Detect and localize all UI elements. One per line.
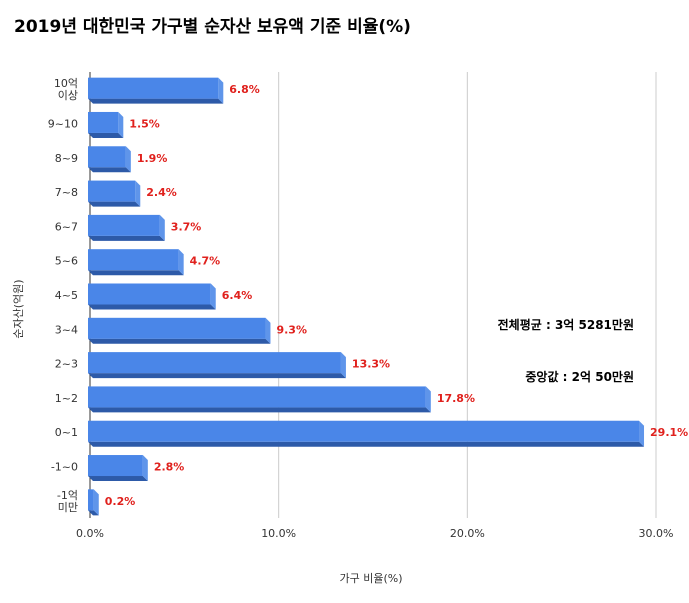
bar <box>88 214 165 241</box>
data-label: 4.7% <box>190 255 221 268</box>
y-tick-label: 5~6 <box>55 255 78 268</box>
y-tick-label: -1~0 <box>51 461 78 474</box>
data-labels: 6.8% 1.5% 1.9% 2.4% 3.7% 4.7% 6.4% 9.3% 13.3% 17.… <box>105 83 688 508</box>
bar <box>88 455 148 482</box>
bar <box>88 386 431 413</box>
y-tick-label: 10억 이상 <box>54 77 78 102</box>
data-label: 29.1% <box>650 426 688 439</box>
x-axis-title: 가구 비율(%) <box>339 572 402 585</box>
x-tick-label: 10.0% <box>261 527 296 540</box>
data-label: 3.7% <box>171 220 202 233</box>
bar <box>88 489 99 516</box>
data-label: 6.8% <box>229 83 260 96</box>
bar <box>88 317 271 344</box>
bar <box>88 283 216 310</box>
data-label: 2.4% <box>146 186 177 199</box>
y-axis-title: 순자산(억원) <box>12 279 25 338</box>
data-label: 17.8% <box>437 392 475 405</box>
data-label: 9.3% <box>276 323 307 336</box>
x-tick-labels: 0.0% 10.0% 20.0% 30.0% <box>76 527 673 540</box>
bar <box>88 352 346 379</box>
y-tick-label: 6~7 <box>55 220 78 233</box>
annotation-median: 중앙값 : 2억 50만원 <box>525 369 634 384</box>
data-label: 1.9% <box>137 152 168 165</box>
y-tick-label: 4~5 <box>55 289 78 302</box>
y-tick-label: 2~3 <box>55 358 78 371</box>
y-tick-label: 7~8 <box>55 186 78 199</box>
y-tick-label: 1~2 <box>55 392 78 405</box>
bar <box>88 180 141 207</box>
x-tick-label: 0.0% <box>76 527 104 540</box>
y-tick-label: -1억 미만 <box>57 489 78 514</box>
y-tick-label: 3~4 <box>55 323 78 336</box>
bars-group <box>88 77 645 516</box>
data-label: 1.5% <box>129 117 160 130</box>
data-label: 6.4% <box>222 289 253 302</box>
y-tick-label: 0~1 <box>55 426 78 439</box>
bar <box>88 249 184 276</box>
bar <box>88 146 131 173</box>
bar <box>88 111 124 138</box>
x-tick-label: 30.0% <box>639 527 674 540</box>
data-label: 0.2% <box>105 495 136 508</box>
y-tick-label: 8~9 <box>55 152 78 165</box>
x-tick-label: 20.0% <box>450 527 485 540</box>
data-label: 13.3% <box>352 358 390 371</box>
bar <box>88 420 645 447</box>
bar <box>88 77 224 104</box>
annotation-mean: 전체평균 : 3억 5281만원 <box>498 317 634 332</box>
data-label: 2.8% <box>154 461 185 474</box>
y-tick-label: 9~10 <box>48 117 78 130</box>
chart-title: 2019년 대한민국 가구별 순자산 보유액 기준 비율(%) <box>14 17 411 37</box>
y-tick-labels: 10억 이상 9~10 8~9 7~8 6~7 5~6 4~5 3~4 2~3 1~2 0~1 -1~0… <box>48 77 78 514</box>
